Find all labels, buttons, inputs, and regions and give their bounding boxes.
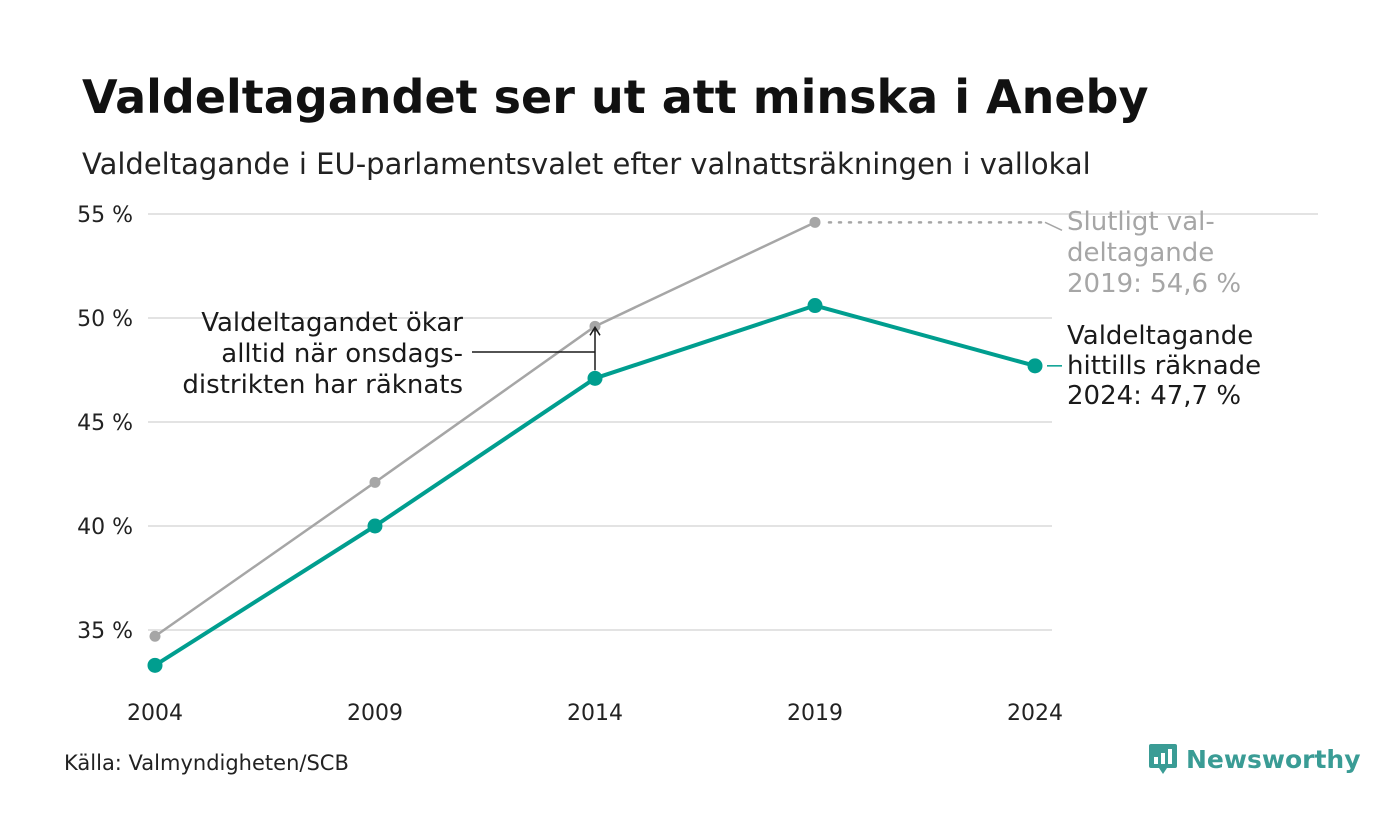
chart-subtitle: Valdeltagande i EU-parlamentsvalet efter… [82, 147, 1091, 181]
brand-name: Newsworthy [1186, 744, 1361, 774]
annotation-arrow-head [589, 325, 601, 336]
counted-turnout-point [367, 518, 383, 534]
wednesday-annotation: distrikten har räknats [182, 370, 463, 400]
y-tick-label: 40 % [77, 515, 133, 540]
y-tick-label: 45 % [77, 411, 133, 436]
final-turnout-point [149, 630, 161, 642]
final-annotation: 2019: 54,6 % [1067, 269, 1241, 299]
y-tick-label: 50 % [77, 307, 133, 332]
wednesday-annotation: alltid när onsdags- [221, 339, 463, 369]
source-note: Källa: Valmyndigheten/SCB [64, 751, 349, 775]
counted-turnout-point [807, 298, 823, 314]
counted-annotation: 2024: 47,7 % [1067, 381, 1241, 411]
y-tick-label: 55 % [77, 203, 133, 228]
x-tick-label: 2004 [127, 701, 183, 726]
counted-turnout-point [1027, 358, 1043, 374]
counted-turnout-point [147, 657, 163, 673]
final-turnout-point [809, 216, 821, 228]
final-annotation: Slutligt val- [1067, 207, 1215, 237]
x-tick-label: 2014 [567, 701, 623, 726]
brand-logo: Newsworthy [1148, 742, 1361, 776]
final-turnout-point [369, 476, 381, 488]
x-tick-label: 2009 [347, 701, 403, 726]
y-tick-label: 35 % [77, 619, 133, 644]
final-annotation: deltagande [1067, 238, 1214, 268]
final-leader-tick [1044, 221, 1063, 231]
x-tick-label: 2019 [787, 701, 843, 726]
newsworthy-icon [1149, 744, 1177, 774]
counted-annotation: Valdeltagande [1067, 321, 1253, 351]
final-turnout-line [154, 221, 816, 638]
x-tick-label: 2024 [1007, 701, 1063, 726]
counted-turnout-point [587, 370, 603, 386]
chart-title: Valdeltagandet ser ut att minska i Aneby [82, 70, 1149, 124]
counted-annotation: hittills räknade [1067, 351, 1261, 381]
wednesday-annotation: Valdeltagandet ökar [201, 308, 463, 338]
